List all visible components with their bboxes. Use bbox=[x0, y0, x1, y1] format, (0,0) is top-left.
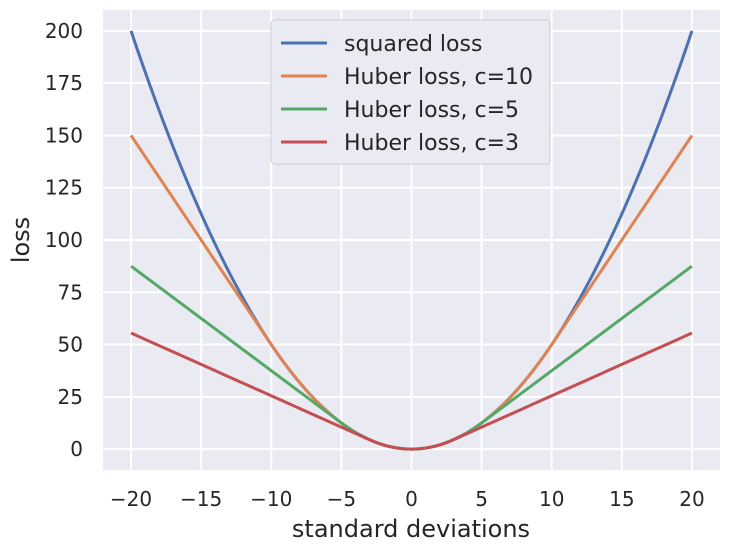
x-tick-labels: −20 −15 −10 −5 0 5 10 15 20 bbox=[110, 487, 705, 511]
x-tick-label: −10 bbox=[250, 487, 292, 511]
y-tick-label: 25 bbox=[58, 385, 83, 409]
legend-label: Huber loss, c=5 bbox=[344, 98, 519, 123]
x-tick-label: 20 bbox=[679, 487, 704, 511]
x-tick-label: 10 bbox=[539, 487, 564, 511]
x-tick-label: −15 bbox=[180, 487, 222, 511]
series-group bbox=[129, 30, 694, 451]
y-tick-label: 175 bbox=[45, 71, 83, 95]
y-tick-label: 200 bbox=[45, 19, 83, 43]
y-tick-label: 100 bbox=[45, 228, 83, 252]
y-tick-label: 125 bbox=[45, 176, 83, 200]
legend-label: Huber loss, c=3 bbox=[344, 131, 519, 156]
y-tick-labels: 0 25 50 75 100 125 150 175 200 bbox=[45, 19, 83, 461]
legend-label: squared loss bbox=[344, 32, 482, 57]
y-tick-label: 50 bbox=[58, 333, 83, 357]
x-tick-label: −20 bbox=[110, 487, 152, 511]
legend-label: Huber loss, c=10 bbox=[344, 65, 533, 90]
y-tick-label: 150 bbox=[45, 123, 83, 147]
y-tick-label: 0 bbox=[70, 437, 83, 461]
x-tick-label: 5 bbox=[475, 487, 488, 511]
legend-box bbox=[270, 19, 551, 165]
series-line-3 bbox=[130, 331, 693, 451]
x-tick-label: 0 bbox=[405, 487, 418, 511]
legend: squared loss Huber loss, c=10 Huber loss, … bbox=[270, 19, 551, 165]
y-tick-label: 75 bbox=[58, 280, 83, 304]
x-tick-label: 15 bbox=[609, 487, 634, 511]
x-axis-label: standard deviations bbox=[292, 515, 530, 543]
y-axis-label: loss bbox=[7, 217, 35, 263]
x-tick-label: −5 bbox=[327, 487, 356, 511]
